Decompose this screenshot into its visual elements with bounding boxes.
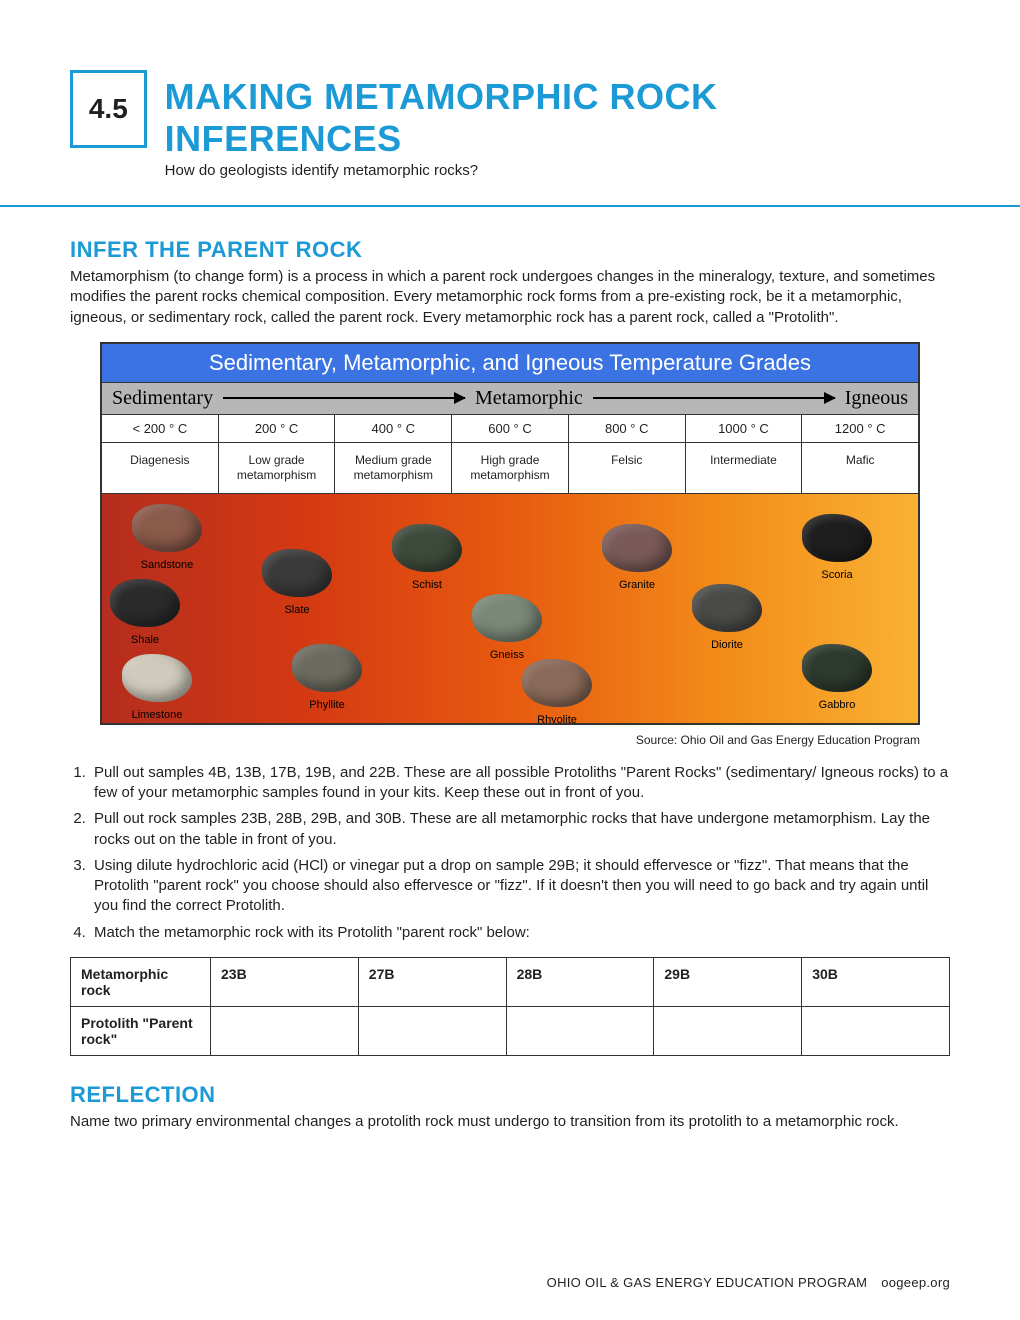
grade-cell: High grade metamorphism	[452, 443, 569, 493]
rock-sample: Diorite	[692, 584, 762, 653]
reflection-heading: REFLECTION	[70, 1082, 950, 1108]
page-footer: OHIO OIL & GAS ENERGY EDUCATION PROGRAM …	[547, 1275, 950, 1290]
table-cell	[802, 1006, 950, 1055]
footer-site: oogeep.org	[881, 1275, 950, 1290]
row-label: Protolith "Parent rock"	[71, 1006, 211, 1055]
category-igneous: Igneous	[845, 387, 908, 410]
table-cell	[654, 1006, 802, 1055]
table-cell	[506, 1006, 654, 1055]
grade-cell: Diagenesis	[102, 443, 219, 493]
reflection-body: Name two primary environmental changes a…	[70, 1112, 950, 1132]
temp-cell: 200 ° C	[219, 415, 336, 442]
rock-sample: Sandstone	[132, 504, 202, 573]
temp-cell: 600 ° C	[452, 415, 569, 442]
table-row: Metamorphic rock 23B 27B 28B 29B 30B	[71, 957, 950, 1006]
section-number-box: 4.5	[70, 70, 147, 148]
step-item: Match the metamorphic rock with its Prot…	[90, 923, 950, 943]
rocks-gradient-area: SandstoneShaleLimestone Slate Phyllite Schi…	[102, 493, 918, 723]
grade-cell: Medium grade metamorphism	[335, 443, 452, 493]
page-title: MAKING METAMORPHIC ROCK INFERENCES	[165, 76, 950, 160]
table-cell: 29B	[654, 957, 802, 1006]
category-sedimentary: Sedimentary	[112, 387, 213, 410]
chart-grade-row: Diagenesis Low grade metamorphism Medium…	[102, 442, 918, 493]
temperature-grades-chart: Sedimentary, Metamorphic, and Igneous Te…	[100, 342, 920, 725]
grade-cell: Mafic	[802, 443, 918, 493]
infer-heading: INFER THE PARENT ROCK	[70, 237, 950, 263]
rock-sample: Phyllite	[292, 644, 362, 713]
rock-sample: Schist	[392, 524, 462, 593]
footer-org: OHIO OIL & GAS ENERGY EDUCATION PROGRAM	[547, 1275, 868, 1290]
temp-cell: 1000 ° C	[686, 415, 803, 442]
instruction-list: Pull out samples 4B, 13B, 17B, 19B, and …	[70, 763, 950, 943]
table-cell: 23B	[211, 957, 359, 1006]
step-item: Pull out rock samples 23B, 28B, 29B, and…	[90, 809, 950, 850]
grade-cell: Intermediate	[686, 443, 803, 493]
table-cell: 28B	[506, 957, 654, 1006]
rock-sample: Rhyolite	[522, 659, 592, 723]
divider	[0, 205, 1020, 207]
rock-sample: Granite	[602, 524, 672, 593]
chart-category-row: Sedimentary Metamorphic Igneous	[102, 382, 918, 414]
rock-sample: Shale	[110, 579, 180, 648]
chart-temperature-row: < 200 ° C 200 ° C 400 ° C 600 ° C 800 ° …	[102, 414, 918, 442]
page-subtitle: How do geologists identify metamorphic r…	[165, 162, 950, 179]
step-item: Pull out samples 4B, 13B, 17B, 19B, and …	[90, 763, 950, 804]
page-header: 4.5 MAKING METAMORPHIC ROCK INFERENCES H…	[70, 70, 950, 179]
rock-sample: Gneiss	[472, 594, 542, 663]
row-label: Metamorphic rock	[71, 957, 211, 1006]
chart-title: Sedimentary, Metamorphic, and Igneous Te…	[102, 344, 918, 382]
temp-cell: 800 ° C	[569, 415, 686, 442]
table-cell	[211, 1006, 359, 1055]
rock-sample: Slate	[262, 549, 332, 618]
temp-cell: 400 ° C	[335, 415, 452, 442]
match-table: Metamorphic rock 23B 27B 28B 29B 30B Pro…	[70, 957, 950, 1056]
grade-cell: Low grade metamorphism	[219, 443, 336, 493]
arrow-icon	[223, 397, 465, 399]
step-item: Using dilute hydrochloric acid (HCl) or …	[90, 856, 950, 917]
arrow-icon	[593, 397, 835, 399]
category-metamorphic: Metamorphic	[475, 387, 583, 410]
temp-cell: < 200 ° C	[102, 415, 219, 442]
temp-cell: 1200 ° C	[802, 415, 918, 442]
rock-sample: Limestone	[122, 654, 192, 723]
table-row: Protolith "Parent rock"	[71, 1006, 950, 1055]
table-cell: 27B	[358, 957, 506, 1006]
infer-body: Metamorphism (to change form) is a proce…	[70, 267, 950, 328]
rock-sample: Scoria	[802, 514, 872, 583]
rock-sample: Gabbro	[802, 644, 872, 713]
title-block: MAKING METAMORPHIC ROCK INFERENCES How d…	[165, 70, 950, 179]
table-cell: 30B	[802, 957, 950, 1006]
chart-source: Source: Ohio Oil and Gas Energy Educatio…	[70, 733, 920, 747]
grade-cell: Felsic	[569, 443, 686, 493]
table-cell	[358, 1006, 506, 1055]
